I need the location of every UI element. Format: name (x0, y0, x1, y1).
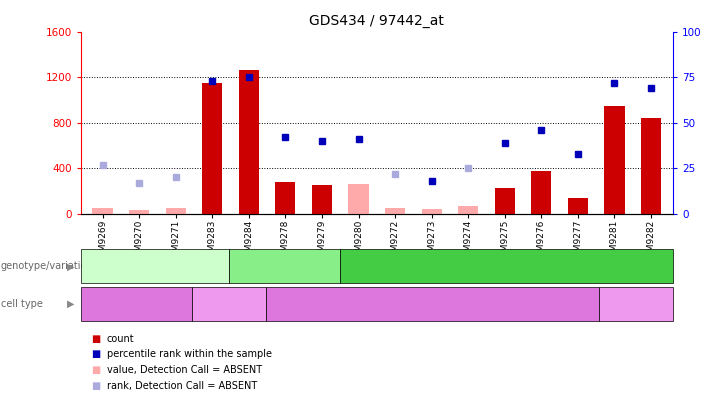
Bar (239, 70, 259, 214)
Text: genotype/variation: genotype/variation (1, 261, 93, 271)
Bar (93, 208, 113, 214)
Bar (312, 185, 332, 214)
Bar (385, 208, 405, 214)
Text: rank, Detection Call = ABSENT: rank, Detection Call = ABSENT (107, 381, 257, 391)
Text: control: control (487, 261, 526, 271)
Bar (165, 208, 186, 214)
Text: percentile rank within the sample: percentile rank within the sample (107, 349, 271, 360)
Bar (495, 188, 515, 214)
Bar (568, 198, 588, 214)
Text: cell type: cell type (1, 299, 43, 309)
Text: ■: ■ (91, 365, 100, 375)
Bar (129, 210, 149, 214)
Bar (604, 106, 625, 214)
Title: GDS434 / 97442_at: GDS434 / 97442_at (309, 14, 444, 28)
Text: ▶: ▶ (67, 299, 74, 309)
Bar (348, 184, 369, 214)
Text: ▶: ▶ (67, 261, 74, 271)
Bar (275, 182, 295, 214)
Text: embryonic stem cell: embryonic stem cell (86, 299, 186, 309)
Bar (202, 83, 222, 214)
Text: embryonic stem cell: embryonic stem cell (383, 299, 482, 309)
Bar (641, 118, 661, 214)
Text: Abca1 +/-: Abca1 +/- (127, 261, 182, 271)
Bar (421, 209, 442, 214)
Text: liver: liver (218, 299, 239, 309)
Text: count: count (107, 333, 134, 344)
Bar (458, 206, 478, 214)
Text: Cdk4 +/-: Cdk4 +/- (259, 261, 309, 271)
Text: liver: liver (625, 299, 646, 309)
Text: ■: ■ (91, 381, 100, 391)
Text: ■: ■ (91, 349, 100, 360)
Text: value, Detection Call = ABSENT: value, Detection Call = ABSENT (107, 365, 261, 375)
Text: ■: ■ (91, 333, 100, 344)
Bar (531, 171, 552, 214)
